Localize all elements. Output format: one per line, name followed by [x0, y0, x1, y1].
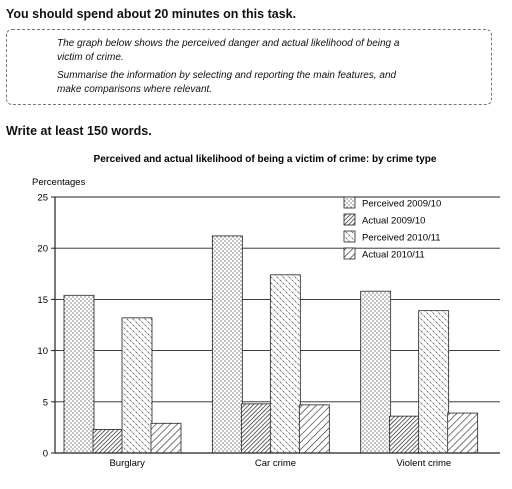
- legend-label: Perceived 2010/11: [362, 233, 441, 244]
- bar: [211, 235, 243, 454]
- bar: [418, 310, 450, 454]
- chart-title: Perceived and actual likelihood of being…: [94, 154, 437, 165]
- x-category-label: Car crime: [255, 458, 296, 469]
- legend-label: Actual 2009/10: [362, 216, 425, 227]
- word-count-instruction: Write at least 150 words.: [6, 124, 152, 138]
- bar: [447, 412, 479, 454]
- legend-label: Perceived 2009/10: [362, 199, 441, 210]
- y-tick-label: 25: [37, 193, 48, 204]
- task-text-line: Summarise the information by selecting a…: [57, 70, 397, 81]
- bar: [269, 274, 301, 454]
- task-text-line: The graph below shows the perceived dang…: [57, 38, 400, 49]
- y-tick-label: 5: [43, 397, 48, 408]
- bar: [150, 422, 182, 454]
- bar: [121, 317, 153, 454]
- y-tick-label: 20: [37, 244, 48, 255]
- bar: [240, 403, 272, 454]
- bar: [63, 294, 95, 454]
- x-category-label: Burglary: [109, 458, 145, 469]
- legend-swatch: [343, 230, 356, 243]
- y-tick-label: 0: [43, 449, 48, 460]
- bar: [298, 404, 330, 454]
- bar: [360, 290, 392, 454]
- legend-swatch: [343, 196, 356, 209]
- task-text-line: victim of crime.: [57, 52, 124, 63]
- y-tick-label: 15: [37, 295, 48, 306]
- legend-label: Actual 2010/11: [362, 250, 425, 261]
- legend-swatch: [343, 213, 356, 226]
- y-axis-label: Percentages: [32, 177, 86, 188]
- bar: [389, 415, 421, 454]
- y-tick-label: 10: [37, 346, 48, 357]
- task-intro: You should spend about 20 minutes on thi…: [6, 7, 297, 21]
- task-text-line: make comparisons where relevant.: [57, 84, 213, 95]
- legend-swatch: [343, 247, 356, 260]
- task-box: The graph below shows the perceived dang…: [6, 29, 492, 105]
- x-category-label: Violent crime: [396, 458, 451, 469]
- bar: [92, 429, 124, 454]
